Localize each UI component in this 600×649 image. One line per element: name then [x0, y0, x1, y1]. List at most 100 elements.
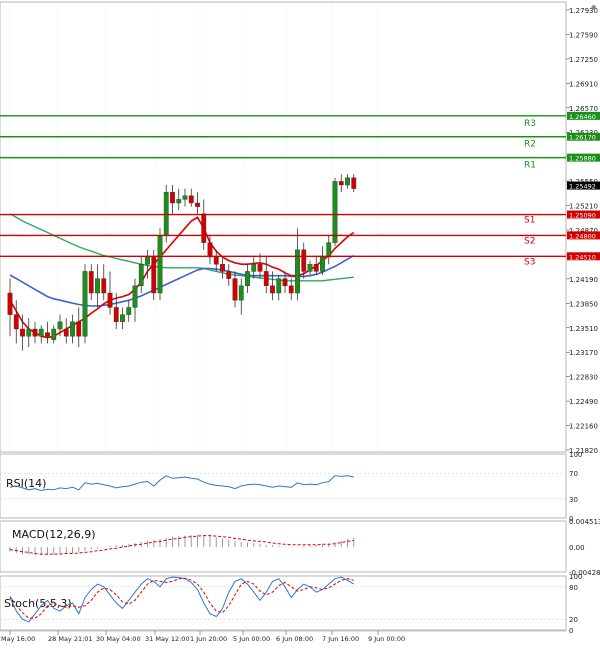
current-price-tag: [567, 181, 600, 190]
macd-signal-line: [9, 535, 354, 555]
price-tick-label: 1.22490: [569, 398, 598, 406]
level-name-r2: R2: [524, 140, 536, 150]
rsi-tick-label: 100: [569, 451, 582, 459]
level-price-label: 1.25090: [569, 212, 596, 220]
candle-body: [301, 249, 307, 272]
candle-body: [107, 292, 113, 308]
price-tick-label: 1.27590: [569, 31, 598, 39]
price-tick-label: 1.23510: [569, 325, 598, 333]
current-price-label: 1.25492: [569, 183, 596, 191]
time-tick-label: 5 Jun 00:00: [233, 635, 270, 643]
candle-body: [332, 181, 338, 243]
rsi-pane: 100 70 30 0 RSI(14): [0, 451, 582, 523]
candle-body: [338, 181, 344, 186]
stoch-tick-label: 20: [569, 616, 578, 624]
time-tick-label: 30 May 04:00: [96, 635, 141, 643]
level-price-tag: [567, 210, 600, 219]
price-tick-label: 1.26910: [569, 80, 598, 88]
candle-body: [182, 195, 188, 200]
level-price-tag: [567, 111, 600, 120]
candle-body: [70, 321, 75, 337]
stoch-tick-label: 0: [569, 627, 573, 635]
candle-body: [163, 191, 169, 236]
candle-body: [270, 285, 275, 294]
candle-body: [232, 278, 238, 301]
stoch-pane: 100 80 20 0 Stoch(5,5,3): [0, 573, 582, 635]
candle-body: [195, 202, 200, 207]
rsi-title: RSI(14): [6, 477, 46, 490]
candle-body: [288, 285, 294, 294]
stoch-title: Stoch(5,5,3): [4, 597, 72, 610]
candle-body: [251, 264, 257, 272]
candle-body: [88, 271, 94, 294]
candle-body: [351, 177, 357, 189]
candle-body: [257, 264, 263, 272]
price-tick-label: 1.27930: [569, 7, 598, 15]
time-tick-label: 7 Jun 16:00: [322, 635, 359, 643]
candle-body: [7, 292, 13, 315]
time-tick-label: May 16:00: [1, 635, 35, 643]
rsi-tick-label: 70: [569, 470, 578, 478]
price-plot-frame: [0, 1, 567, 453]
candle-body: [213, 256, 219, 265]
level-name-s1: S1: [524, 216, 535, 226]
price-pane: 1.279301.275901.272501.269101.265701.262…: [0, 1, 600, 455]
price-tick-label: 1.24870: [569, 227, 598, 235]
candle-body: [176, 199, 182, 204]
price-tick-label: 1.23170: [569, 349, 598, 357]
level-price-tag: [567, 231, 600, 240]
time-tick-label: 6 Jun 08:00: [276, 635, 313, 643]
candle-body: [220, 264, 225, 272]
candle-body: [326, 242, 332, 258]
macd-pane: 0.004513 0.00 -0.004287 MACD(12,26,9): [0, 518, 600, 577]
level-price-label: 1.26460: [569, 113, 596, 121]
candle-body: [101, 278, 107, 294]
candle-body: [201, 213, 207, 243]
macd-frame: [0, 520, 567, 573]
level-name-r3: R3: [524, 119, 536, 129]
level-price-label: 1.25880: [569, 155, 596, 163]
level-price-label: 1.24510: [569, 253, 596, 261]
candle-body: [295, 249, 300, 294]
candle-body: [188, 195, 194, 204]
candle-body: [95, 278, 100, 294]
candle-body: [320, 256, 325, 272]
candle-body: [82, 271, 88, 337]
level-price-label: 1.24800: [569, 232, 596, 240]
price-tick-label: 1.25210: [569, 203, 598, 211]
macd-tick-label: 0.00: [569, 544, 585, 552]
candle-body: [45, 332, 50, 337]
candle-body: [32, 328, 38, 337]
time-tick-label: 28 May 21:01: [48, 635, 93, 643]
candle-body: [345, 177, 350, 186]
level-price-tag: [567, 153, 600, 162]
level-price-tag: [567, 132, 600, 141]
price-tick-label: 1.26570: [569, 105, 598, 113]
candle-body: [282, 278, 288, 287]
price-tick-label: 1.22830: [569, 374, 598, 382]
candle-body: [307, 264, 313, 272]
macd-tick-label: -0.004287: [569, 569, 600, 577]
candle-body: [38, 328, 44, 337]
candle-body: [76, 321, 82, 337]
macd-tick-label: 0.004513: [569, 518, 600, 526]
candle-body: [207, 242, 213, 258]
candle-body: [151, 256, 157, 294]
macd-title: MACD(12,26,9): [12, 528, 96, 541]
candle-body: [26, 328, 32, 337]
time-axis: May 16:00 28 May 21:01 30 May 04:00 31 May …: [0, 630, 566, 643]
candle-body: [120, 314, 125, 323]
price-tick-label: 1.22160: [569, 423, 598, 431]
candle-body: [63, 328, 69, 337]
candle-body: [226, 271, 232, 279]
level-name-r1: R1: [524, 161, 536, 171]
stoch-signal-line: [9, 577, 354, 619]
stoch-tick-label: 80: [569, 584, 578, 592]
candle-body: [51, 328, 57, 341]
price-tick-label: 1.21820: [569, 447, 598, 455]
candle-body: [126, 307, 132, 315]
stoch-tick-label: 100: [569, 573, 582, 581]
candle-body: [13, 314, 19, 330]
